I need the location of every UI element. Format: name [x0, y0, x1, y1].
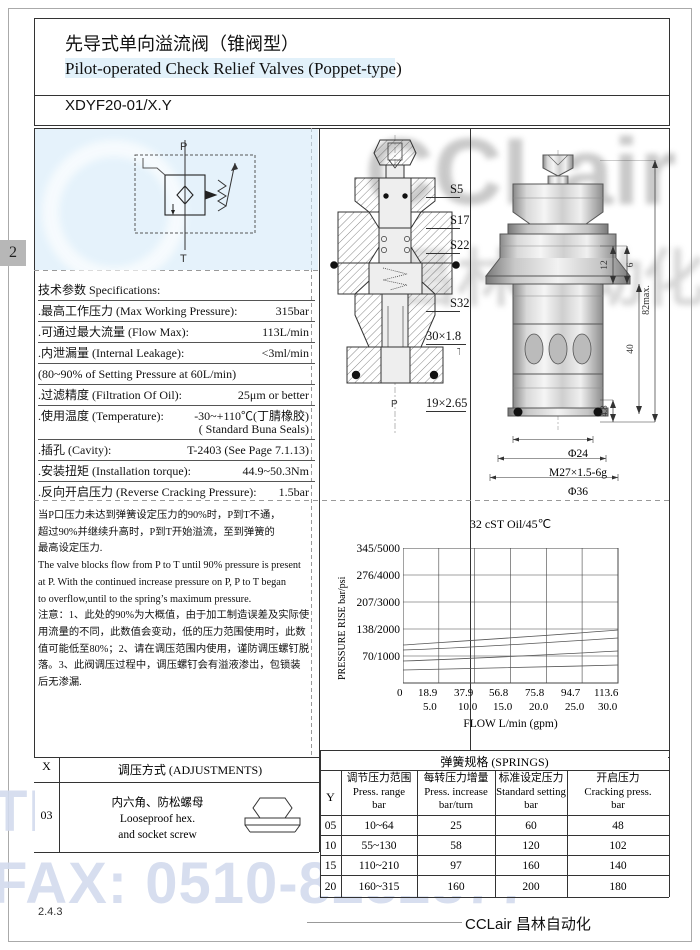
svg-text:12: 12: [600, 260, 610, 270]
svg-text:82max.: 82max.: [641, 285, 652, 315]
svg-text:P: P: [391, 399, 398, 410]
svg-text:4.8: 4.8: [600, 405, 609, 417]
svg-text:40: 40: [626, 344, 636, 354]
svg-text:T: T: [457, 347, 460, 358]
svg-text:6: 6: [626, 262, 636, 267]
